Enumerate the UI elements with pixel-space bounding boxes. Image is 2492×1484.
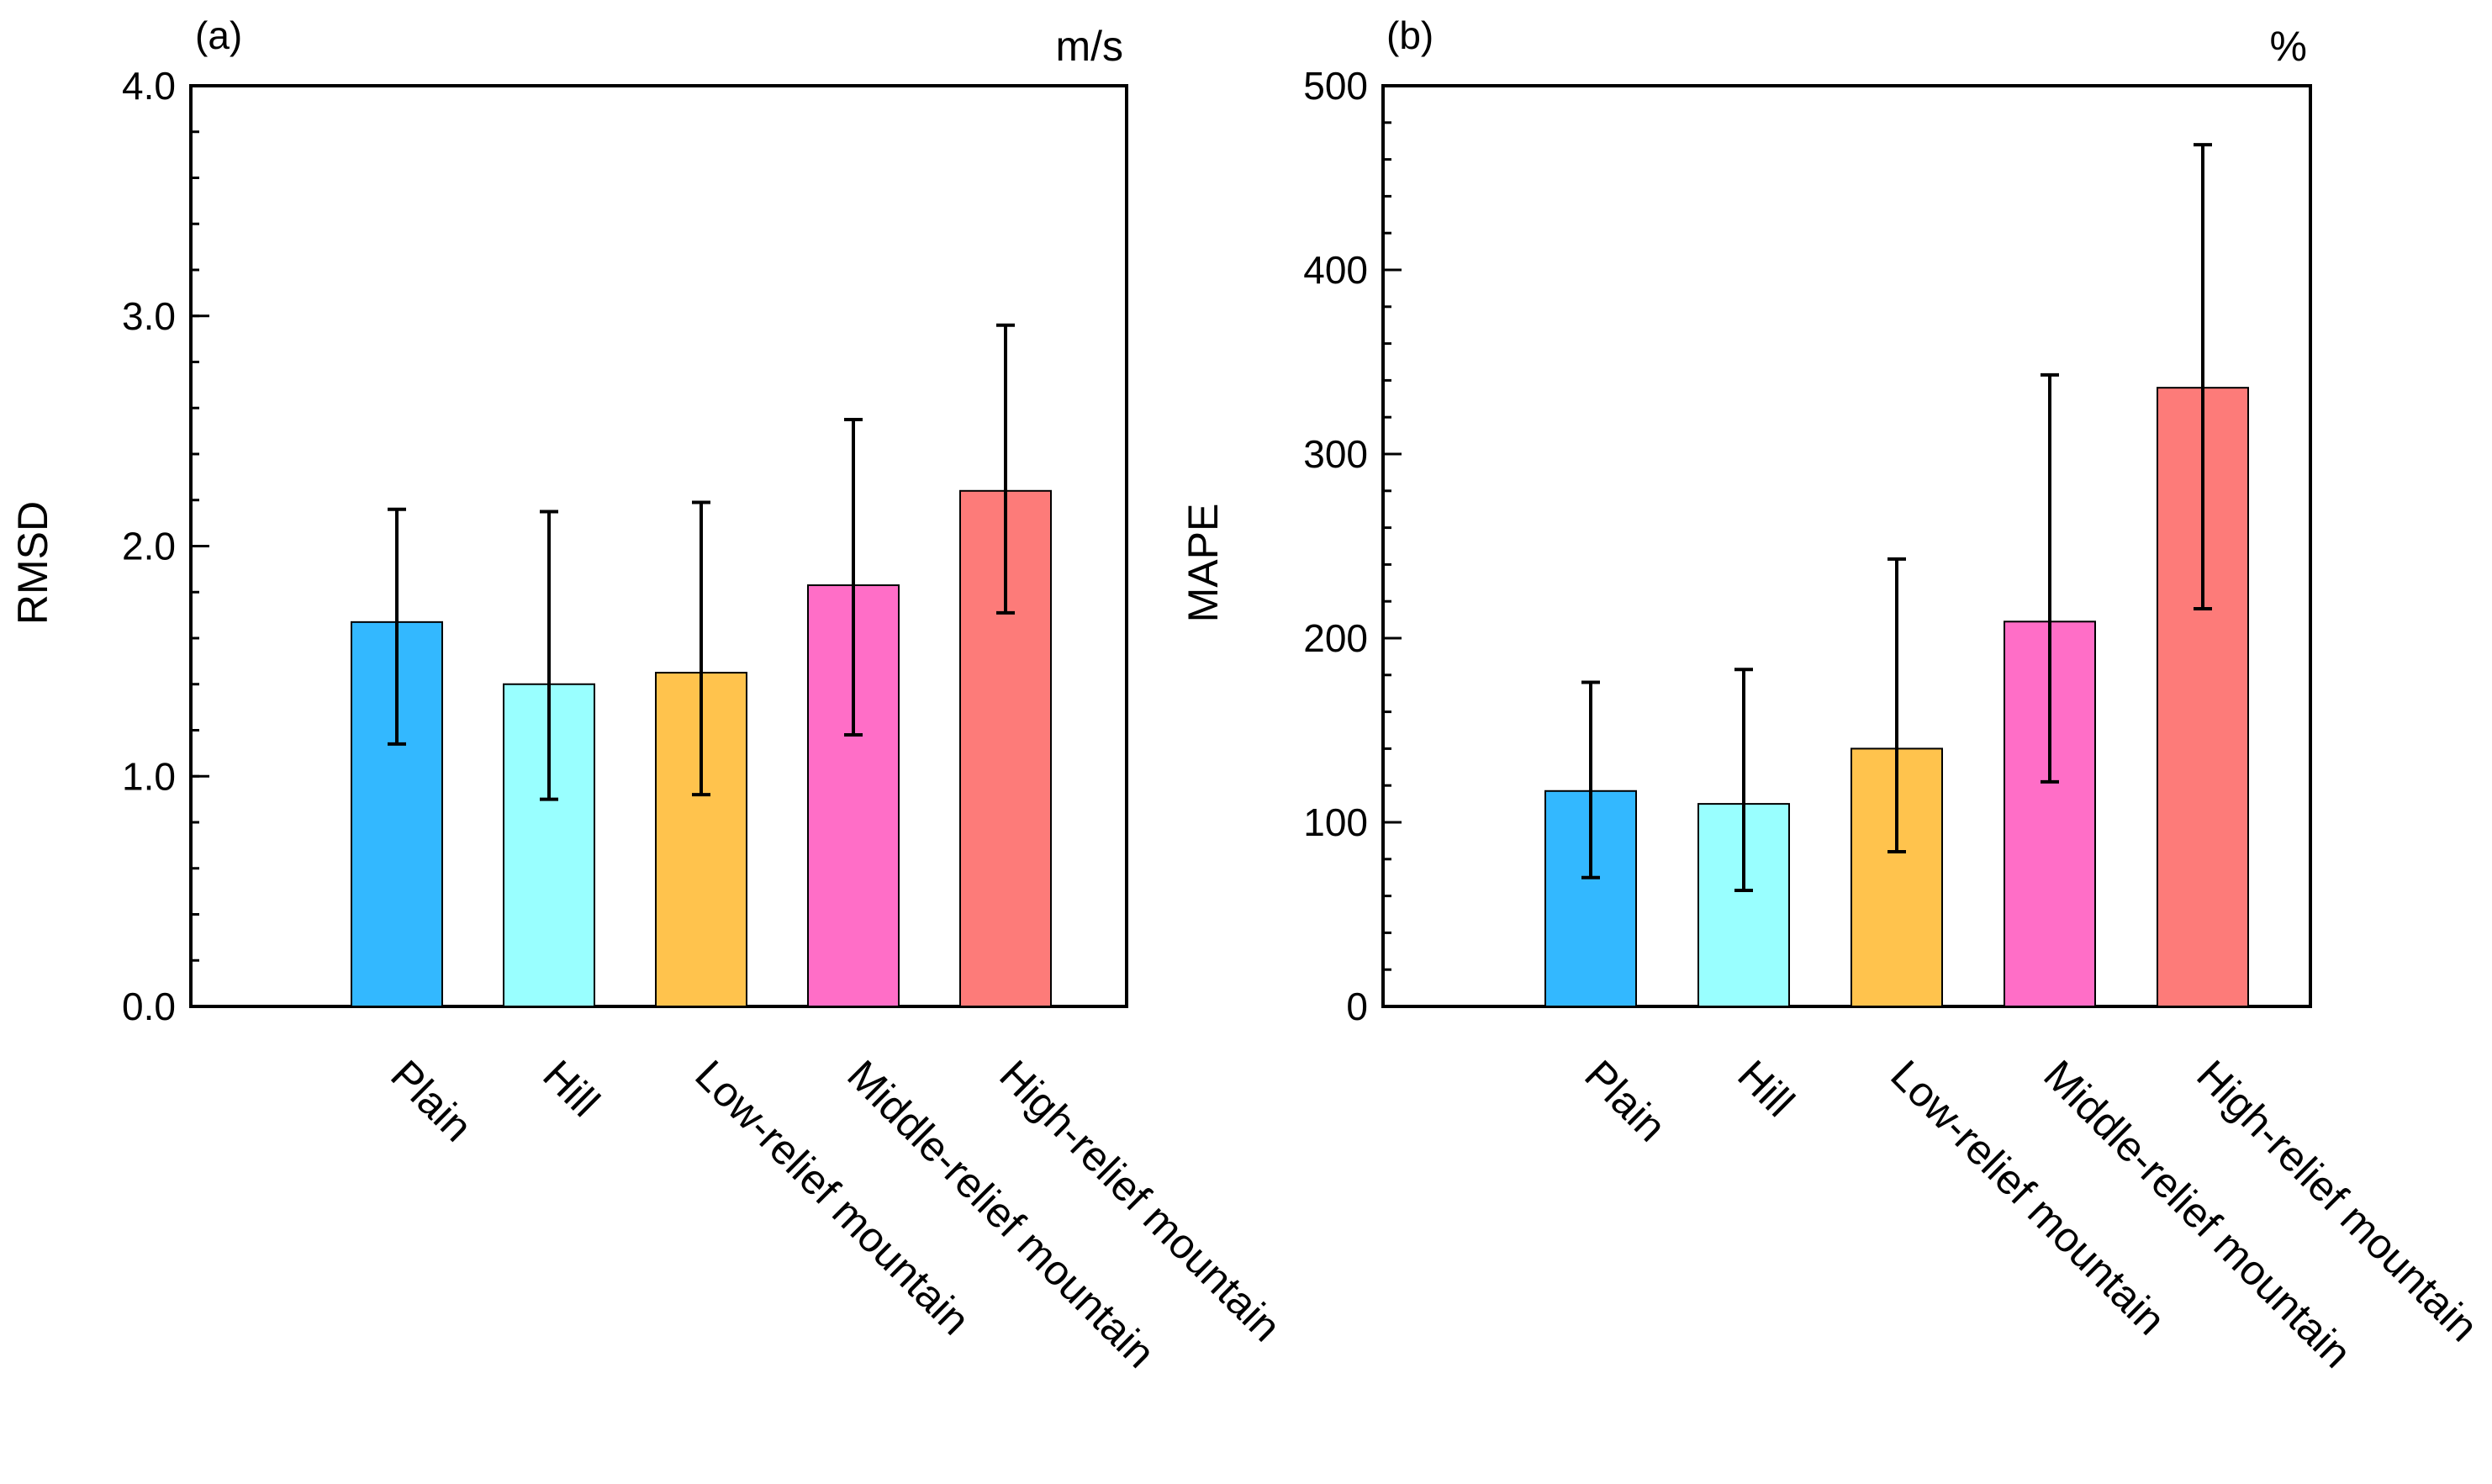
category-label-low-relief-mountain: Low-relief mountain: [686, 1051, 979, 1344]
panel-label: (b): [1386, 13, 1433, 57]
category-label-plain: Plain: [1576, 1051, 1675, 1150]
category-label-hill: Hill: [1729, 1051, 1803, 1126]
category-label-high-relief-mountain: High-relief mountain: [2188, 1051, 2487, 1350]
bar-high-relief-mountain: [959, 489, 1052, 1007]
category-label-low-relief-mountain: Low-relief mountain: [1882, 1051, 2174, 1344]
y-axis-label: RMSD: [9, 501, 56, 625]
unit-label: %: [2270, 23, 2307, 70]
bar-hill: [503, 683, 595, 1007]
y-tick-label: 500: [1303, 64, 1368, 108]
y-tick-label: 0.0: [122, 985, 176, 1028]
unit-label: m/s: [1055, 23, 1123, 70]
category-label-high-relief-mountain: High-relief mountain: [990, 1051, 1290, 1350]
y-tick-label: 300: [1303, 432, 1368, 476]
y-tick-label: 1.0: [122, 754, 176, 798]
y-tick-label: 2.0: [122, 525, 176, 568]
y-tick-label: 100: [1303, 800, 1368, 844]
y-axis-label: MAPE: [1180, 504, 1227, 623]
plot-frame: [1381, 84, 2312, 1008]
y-tick-label: 0: [1346, 985, 1368, 1028]
category-label-plain: Plain: [382, 1051, 481, 1150]
category-label-middle-relief-mountain: Middle-relief mountain: [2035, 1051, 2360, 1376]
y-tick-label: 400: [1303, 248, 1368, 292]
panel-a: 0.0 1.0 2.0 3.0 4.0 RMSD (a) m/s Plain Hill Low-re…: [9, 13, 1290, 1377]
category-label-hill: Hill: [534, 1051, 609, 1126]
y-tick-label: 4.0: [122, 64, 176, 108]
y-tick-label: 200: [1303, 616, 1368, 660]
panel-b: 0 100 200 300 400 500 MAPE (b) % Plain Hill Low-rel…: [1180, 13, 2487, 1377]
panel-label: (a): [195, 13, 242, 57]
y-tick-label: 3.0: [122, 294, 176, 338]
category-label-middle-relief-mountain: Middle-relief mountain: [838, 1051, 1164, 1376]
